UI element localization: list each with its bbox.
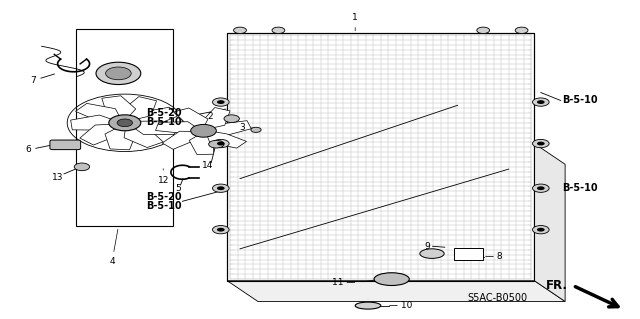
Text: B-5-10: B-5-10: [146, 201, 182, 211]
Text: 6: 6: [26, 145, 31, 154]
Polygon shape: [156, 122, 198, 133]
Text: 3: 3: [239, 123, 244, 132]
Circle shape: [477, 27, 490, 33]
Circle shape: [234, 27, 246, 33]
Circle shape: [217, 186, 225, 190]
Text: 4: 4: [109, 229, 118, 266]
Text: S5AC-B0500: S5AC-B0500: [467, 293, 527, 303]
Text: 2: 2: [207, 112, 212, 121]
Circle shape: [74, 163, 90, 171]
Circle shape: [212, 184, 229, 192]
FancyBboxPatch shape: [454, 248, 483, 260]
FancyBboxPatch shape: [50, 140, 81, 150]
Circle shape: [532, 98, 549, 106]
Circle shape: [532, 139, 549, 148]
Polygon shape: [124, 125, 163, 147]
Text: B-5-20: B-5-20: [146, 192, 182, 202]
Ellipse shape: [355, 302, 381, 309]
Polygon shape: [70, 115, 119, 130]
Text: — 8: — 8: [485, 252, 503, 261]
Polygon shape: [163, 131, 200, 149]
Circle shape: [209, 140, 224, 148]
Text: B-5-10: B-5-10: [562, 183, 598, 193]
Polygon shape: [227, 281, 565, 301]
Circle shape: [96, 62, 141, 85]
Ellipse shape: [374, 273, 410, 286]
Polygon shape: [124, 97, 157, 121]
Polygon shape: [211, 121, 252, 136]
Text: 1: 1: [353, 13, 358, 31]
Circle shape: [212, 98, 229, 106]
Circle shape: [212, 226, 229, 234]
Text: FR.: FR.: [546, 279, 568, 292]
Circle shape: [106, 67, 131, 80]
Text: 13: 13: [52, 173, 63, 182]
Text: 9: 9: [424, 242, 430, 251]
Circle shape: [191, 124, 216, 137]
Circle shape: [537, 228, 545, 232]
Polygon shape: [174, 108, 208, 128]
Text: 12: 12: [157, 169, 169, 185]
Polygon shape: [534, 144, 565, 301]
Circle shape: [537, 100, 545, 104]
Circle shape: [515, 27, 528, 33]
Circle shape: [217, 228, 225, 232]
Circle shape: [532, 184, 549, 192]
Circle shape: [537, 142, 545, 145]
Circle shape: [224, 115, 239, 122]
Text: 14: 14: [202, 161, 214, 170]
Polygon shape: [102, 96, 136, 120]
Polygon shape: [130, 121, 179, 135]
Circle shape: [532, 226, 549, 234]
Polygon shape: [80, 124, 123, 145]
Circle shape: [109, 115, 141, 131]
Polygon shape: [203, 108, 230, 129]
Polygon shape: [234, 37, 528, 278]
Circle shape: [212, 139, 229, 148]
Text: B-5-10: B-5-10: [146, 117, 182, 127]
Circle shape: [251, 127, 261, 132]
Text: 11 —: 11 —: [332, 278, 355, 287]
Circle shape: [272, 27, 285, 33]
Polygon shape: [130, 107, 177, 126]
Circle shape: [217, 142, 225, 145]
Ellipse shape: [420, 249, 444, 258]
Text: B-5-20: B-5-20: [146, 108, 182, 118]
Polygon shape: [105, 126, 134, 150]
Polygon shape: [207, 131, 246, 148]
Polygon shape: [189, 134, 214, 154]
Polygon shape: [76, 103, 122, 122]
Text: 7: 7: [31, 76, 36, 85]
Circle shape: [217, 100, 225, 104]
Text: — 10: — 10: [389, 301, 413, 310]
Circle shape: [117, 119, 132, 127]
Circle shape: [537, 186, 545, 190]
Text: B-5-10: B-5-10: [562, 95, 598, 106]
Text: 5: 5: [175, 184, 180, 193]
